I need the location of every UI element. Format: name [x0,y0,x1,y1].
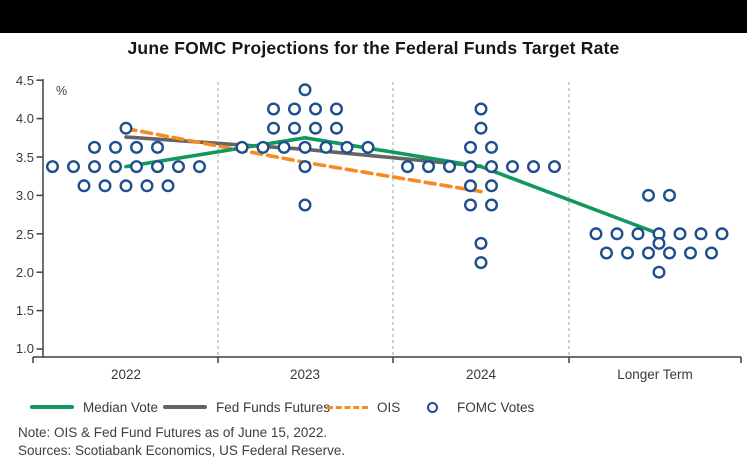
top-black-bar [0,0,747,33]
fomc-votes-circle-swatch-icon [427,401,438,413]
ois-dashed-line-swatch-icon [327,405,368,409]
legend-item-median-vote: Median Vote [30,398,158,416]
y-axis-unit-label: % [56,84,68,98]
sources-line: Sources: Scotiabank Economics, US Federa… [18,442,346,458]
chart-title: June FOMC Projections for the Federal Fu… [127,38,620,58]
x-axis-label-2022: 2022 [110,367,142,382]
y-axis-tick-label: 2.5 [15,227,34,242]
y-axis-tick-label: 3.5 [15,150,34,165]
y-axis-tick-label: 4.5 [15,73,34,88]
y-axis-tick-label: 4.0 [15,111,34,126]
median-vote-line-swatch-icon [30,405,74,409]
legend-label: FOMC Votes [457,399,535,415]
x-axis-label-2024: 2024 [465,367,497,382]
y-axis-tick-label: 3.0 [15,188,34,203]
note-line: Note: OIS & Fed Fund Futures as of June … [18,425,328,440]
legend-item-fed-funds-futures: Fed Funds Futures [163,398,330,416]
fed-funds-futures-line-swatch-icon [163,405,207,409]
footnotes: Note: OIS & Fed Fund Futures as of June … [18,424,345,459]
legend-label: Fed Funds Futures [216,399,331,415]
legend-label: OIS [377,399,401,415]
legend-item-ois: OIS [327,398,400,416]
x-axis-label-2023: 2023 [289,367,321,382]
y-axis-tick-label: 2.0 [15,265,34,280]
y-axis-tick-label: 1.5 [15,303,34,318]
x-axis-label-longer-term: Longer Term [617,367,693,382]
y-axis-tick-label: 1.0 [15,341,34,356]
legend-label: Median Vote [83,399,159,415]
legend-item-fomc-votes: FOMC Votes [427,398,534,416]
